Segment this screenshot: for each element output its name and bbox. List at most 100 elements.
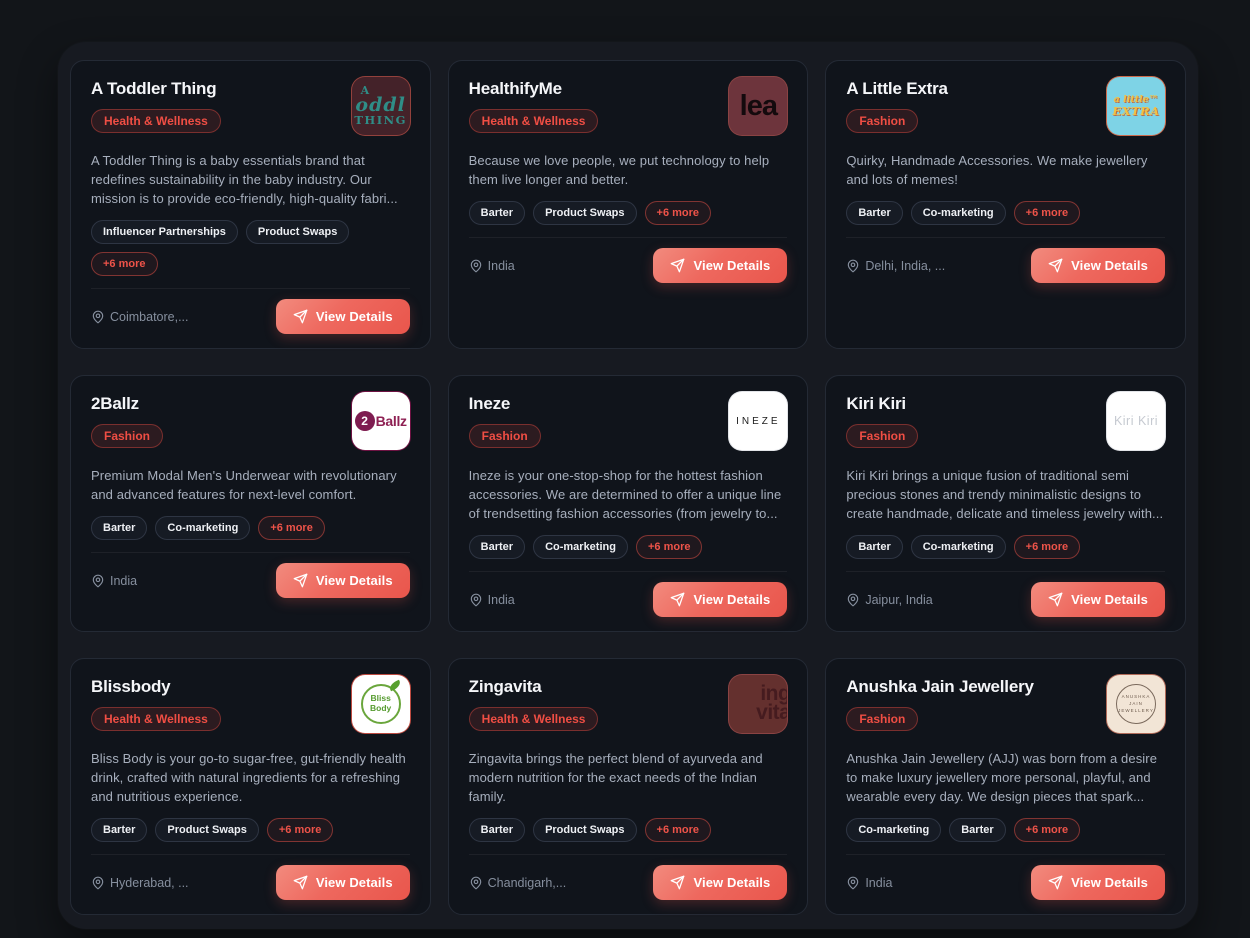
view-details-label: View Details (1071, 258, 1148, 273)
tag-pill: Barter (468, 535, 526, 559)
map-pin-icon (91, 574, 105, 588)
card-header: Ineze Fashion INEZE (468, 392, 788, 452)
brand-logo: a little™ EXTRA (1106, 77, 1165, 135)
brand-description: Zingavita brings the perfect blend of ay… (468, 751, 763, 804)
tag-pill: Co-marketing (910, 535, 1006, 559)
category-badge: Fashion (846, 109, 919, 133)
category-badge: Fashion (846, 707, 919, 731)
card-header: Kiri Kiri Fashion Kiri Kiri (846, 392, 1165, 452)
divider (91, 854, 410, 855)
brand-description: Because we love people, we put technolog… (468, 153, 770, 187)
send-icon (1048, 875, 1063, 890)
view-details-button[interactable]: View Details (1031, 865, 1165, 900)
view-details-button[interactable]: View Details (275, 563, 410, 598)
brand-name: A Toddler Thing (91, 79, 217, 98)
card-header-text: A Little Extra Fashion (846, 77, 948, 133)
map-pin-icon (469, 876, 483, 890)
card-header: 2Ballz Fashion 2 Ballz (91, 392, 410, 452)
divider (468, 237, 788, 238)
brand-card: HealthifyMe Health & Wellness lea Becaus… (447, 60, 809, 349)
view-details-label: View Details (693, 592, 771, 607)
view-details-button[interactable]: View Details (1031, 248, 1165, 283)
more-tags-badge: +6 more (258, 516, 325, 540)
logo-text: lea (739, 89, 778, 122)
tag-list: Co-marketing Barter +6 more (846, 818, 1165, 842)
tag-list: Barter Product Swaps +6 more (468, 201, 788, 225)
logo-text: INEZE (736, 415, 781, 427)
brand-card: 2Ballz Fashion 2 Ballz Premium Modal Men'… (70, 375, 431, 632)
logo-ring: Bliss Body (360, 684, 401, 724)
tag-pill: Barter (91, 516, 148, 540)
location: India (469, 593, 515, 607)
card-footer: India View Details (469, 248, 788, 283)
brand-name: A Little Extra (846, 79, 948, 98)
more-tags-badge: +6 more (266, 818, 334, 842)
card-footer: India View Details (469, 582, 788, 617)
location-text: India (487, 592, 515, 607)
tag-pill: Product Swaps (155, 818, 259, 842)
more-tags-badge: +6 more (91, 252, 158, 276)
view-details-button[interactable]: View Details (275, 299, 410, 334)
view-details-label: View Details (315, 573, 393, 588)
more-tags-badge: +6 more (1013, 535, 1081, 559)
tag-pill: Barter (468, 201, 526, 225)
brand-card: Zingavita Health & Wellness ing vita Zing… (447, 658, 809, 915)
logo-text: EXTRA (1112, 104, 1160, 119)
brand-name: HealthifyMe (468, 79, 562, 98)
tag-pill: Co-marketing (846, 818, 942, 842)
view-details-label: View Details (315, 875, 393, 890)
logo-text: 2 (354, 411, 375, 431)
divider (468, 571, 788, 572)
brand-description: A Toddler Thing is a baby essentials bra… (91, 153, 398, 206)
brand-card: Anushka Jain Jewellery Fashion ANUSHKA JA… (825, 658, 1186, 915)
map-pin-icon (846, 259, 860, 273)
card-footer: Delhi, India, ... View Details (846, 248, 1165, 283)
tag-pill: Barter (846, 535, 903, 559)
tag-pill: Barter (949, 818, 1006, 842)
more-tags-badge: +6 more (644, 201, 712, 225)
category-badge: Health & Wellness (468, 707, 599, 731)
view-details-button[interactable]: View Details (1031, 582, 1165, 617)
logo-text: THING (354, 112, 407, 127)
brand-card: A Little Extra Fashion a little™ EXTRA Qu… (825, 60, 1186, 349)
tag-list: Barter Co-marketing +6 more (846, 535, 1165, 559)
view-details-label: View Details (693, 258, 771, 273)
location: Chandigarh,... (469, 876, 566, 890)
card-header: Anushka Jain Jewellery Fashion ANUSHKA JA… (846, 675, 1165, 735)
map-pin-icon (846, 876, 860, 890)
location-text: Delhi, India, ... (865, 258, 946, 273)
category-badge: Health & Wellness (468, 109, 599, 133)
view-details-button[interactable]: View Details (653, 582, 788, 617)
category-badge: Health & Wellness (91, 707, 221, 731)
brand-logo: Bliss Body (351, 675, 410, 733)
location: Coimbatore,... (91, 310, 189, 324)
location: Hyderabad, ... (91, 876, 189, 890)
view-details-button[interactable]: View Details (653, 865, 788, 900)
view-details-label: View Details (315, 309, 393, 324)
brand-name: Zingavita (468, 677, 542, 696)
view-details-button[interactable]: View Details (653, 248, 788, 283)
send-icon (1048, 258, 1063, 273)
brand-name: Kiri Kiri (846, 394, 906, 413)
card-header: Zingavita Health & Wellness ing vita (468, 675, 788, 735)
view-details-button[interactable]: View Details (275, 865, 410, 900)
category-badge: Fashion (846, 424, 919, 448)
tag-pill: Co-marketing (155, 516, 251, 540)
tag-list: Barter Co-marketing +6 more (468, 535, 788, 559)
view-details-label: View Details (693, 875, 771, 890)
card-footer: Hyderabad, ... View Details (91, 865, 410, 900)
category-badge: Fashion (468, 424, 541, 448)
brand-description: Premium Modal Men's Underwear with revol… (91, 468, 397, 502)
category-badge: Health & Wellness (91, 109, 221, 133)
tag-pill: Co-marketing (910, 201, 1006, 225)
card-header: HealthifyMe Health & Wellness lea (468, 77, 788, 137)
leaf-icon (387, 679, 402, 692)
tag-pill: Influencer Partnerships (91, 220, 238, 244)
brand-name: Blissbody (91, 677, 171, 696)
category-badge: Fashion (91, 424, 164, 448)
tag-pill: Product Swaps (245, 220, 350, 244)
